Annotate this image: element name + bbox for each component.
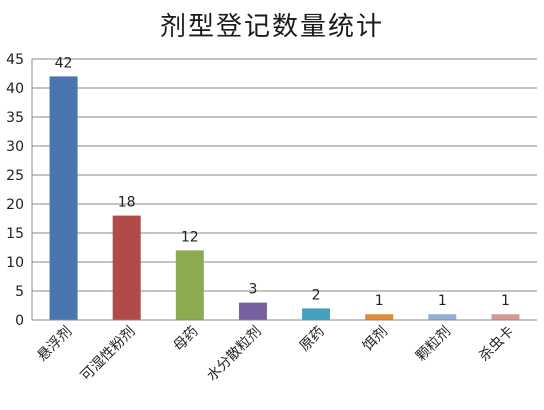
- bar: [175, 250, 204, 320]
- data-label: 1: [375, 293, 384, 309]
- x-tick-label: 可湿性粉剂: [78, 324, 139, 385]
- bar: [238, 302, 267, 320]
- data-label: 1: [501, 293, 510, 309]
- y-tick-label: 30: [6, 139, 24, 155]
- bar: [49, 76, 78, 321]
- x-tick-label: 饵剂: [360, 324, 391, 355]
- y-tick-label: 25: [6, 168, 24, 184]
- y-tick-label: 15: [6, 226, 24, 242]
- bar: [365, 314, 394, 320]
- chart-title: 剂型登记数量统计: [159, 12, 384, 42]
- y-tick-label: 35: [6, 110, 24, 126]
- y-tick-label: 45: [6, 52, 24, 68]
- data-label: 12: [181, 229, 199, 245]
- y-tick-label: 20: [6, 197, 24, 213]
- x-tick-label: 悬浮剂: [34, 324, 75, 365]
- y-tick-label: 0: [15, 313, 24, 329]
- bar: [112, 215, 141, 320]
- y-tick-label: 5: [15, 284, 24, 300]
- bar: [428, 314, 457, 320]
- x-tick-label: 杀虫卡: [476, 324, 517, 365]
- bar: [302, 308, 331, 320]
- data-label: 3: [248, 282, 257, 298]
- data-label: 1: [438, 293, 447, 309]
- data-label: 2: [312, 287, 321, 303]
- bar: [491, 314, 520, 320]
- x-tick-label: 原药: [297, 324, 328, 355]
- x-tick-label: 母药: [171, 324, 202, 355]
- data-label: 42: [55, 55, 73, 71]
- y-tick-label: 10: [6, 255, 24, 271]
- x-tick-label: 颗粒剂: [413, 324, 454, 365]
- y-tick-label: 40: [6, 81, 24, 97]
- data-label: 18: [118, 195, 136, 211]
- x-tick-label: 水分散粒剂: [204, 324, 265, 385]
